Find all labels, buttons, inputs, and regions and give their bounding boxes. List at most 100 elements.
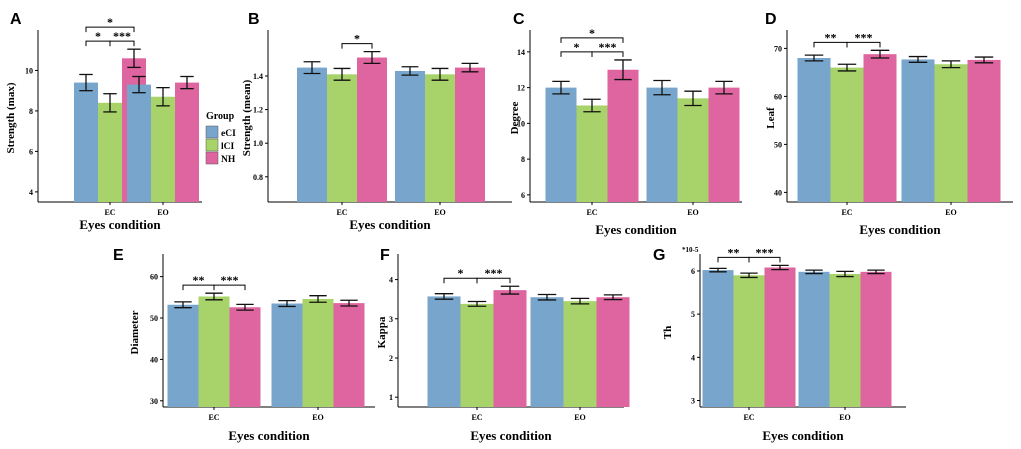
legend-label-ecl: eCI: [221, 129, 236, 139]
bar-eci-eo: [530, 297, 564, 407]
significance-line: [560, 37, 624, 43]
bar-nh-ec: [229, 307, 261, 407]
x-axis-label: Eyes condition: [470, 428, 552, 443]
bar-lci-eo: [677, 98, 709, 202]
bar-nh-ec: [863, 54, 897, 202]
bar-nh-eo: [333, 303, 365, 407]
bar-lci-ec: [830, 67, 864, 202]
y-tick-label: 40: [774, 188, 782, 197]
significance-bracket: *: [443, 266, 478, 284]
panel-letter: G: [653, 247, 665, 264]
y-tick-label: 60: [774, 92, 782, 101]
significance-label: **: [193, 273, 205, 287]
significance-line: [109, 40, 135, 47]
bar-eci-eo: [127, 84, 151, 202]
significance-label: *: [95, 29, 101, 43]
y-axis-label: Strength (mean): [241, 79, 253, 156]
y-axis-label: Strength (max): [5, 82, 17, 153]
x-tick-label: EC: [336, 208, 347, 217]
y-tick-label: 4: [29, 188, 33, 197]
y-tick-label: 4: [389, 276, 393, 285]
bar-nh-eo: [455, 67, 485, 202]
bar-eci-ec: [797, 58, 831, 202]
bar-lci-ec: [460, 303, 494, 407]
bar-nh-eo: [708, 87, 740, 202]
bar-eci-eo: [646, 87, 678, 202]
significance-bracket: ***: [476, 266, 511, 284]
significance-line: [748, 256, 781, 263]
significance-line: [846, 41, 881, 48]
significance-bracket: *: [560, 40, 593, 57]
significance-line: [213, 284, 246, 291]
y-tick-label: 1.2: [253, 106, 263, 115]
legend-label-nh: NH: [221, 155, 236, 165]
bar-lci-eo: [934, 64, 968, 203]
bar-lci-ec: [327, 74, 357, 202]
y-tick-label: 2: [389, 354, 393, 363]
x-axis-label: Eyes condition: [762, 428, 844, 443]
bar-lci-eo: [425, 74, 455, 202]
legend-label-lcl: lCI: [221, 142, 235, 152]
bar-lci-eo: [563, 301, 597, 407]
significance-label: *: [574, 40, 580, 54]
bar-eci-ec: [545, 87, 577, 202]
y-tick-label: 3: [691, 397, 695, 406]
y-tick-label: 10: [517, 119, 525, 128]
y-tick-label: 50: [774, 140, 782, 149]
y-tick-label: 50: [150, 314, 158, 323]
y-tick-label: 60: [150, 273, 158, 282]
y-tick-label: 40: [150, 355, 158, 364]
x-tick-label: EO: [574, 413, 586, 422]
bar-lci-eo: [302, 298, 334, 407]
y-tick-label: 70: [774, 44, 782, 53]
bar-lci-eo: [151, 96, 175, 202]
significance-label: *: [589, 26, 595, 40]
y-tick-label: 0.8: [253, 173, 263, 182]
x-tick-label: EC: [208, 413, 219, 422]
significance-label: ***: [113, 29, 131, 43]
significance-label: **: [728, 245, 740, 259]
y-axis-label: Kappa: [376, 316, 388, 348]
significance-line: [341, 43, 373, 49]
bar-lci-ec: [576, 105, 608, 202]
y-tick-label: 6: [691, 267, 695, 276]
significance-bracket: **: [813, 30, 848, 48]
significance-line: [591, 51, 624, 57]
significance-label: **: [825, 30, 837, 44]
bar-eci-ec: [74, 82, 98, 202]
significance-bracket: ***: [213, 273, 246, 291]
significance-label: *: [107, 15, 113, 29]
x-tick-label: EO: [839, 413, 851, 422]
significance-bracket: *: [85, 29, 111, 47]
x-axis-label: Eyes condition: [595, 222, 677, 237]
x-tick-label: EO: [434, 208, 446, 217]
significance-label: ***: [221, 273, 239, 287]
y-tick-label: 4: [691, 353, 695, 362]
group-legend: Group eCI lCI NH: [205, 111, 236, 165]
y-tick-label: 1.0: [253, 139, 263, 148]
significance-bracket: ***: [591, 40, 624, 57]
x-tick-label: EO: [945, 208, 957, 217]
significance-label: ***: [485, 266, 503, 280]
significance-label: ***: [756, 245, 774, 259]
y-tick-label: 8: [29, 107, 33, 116]
bar-eci-eo: [271, 303, 303, 407]
significance-line: [85, 26, 135, 33]
significance-bracket: **: [717, 245, 750, 263]
x-axis-label: Eyes condition: [79, 217, 161, 232]
bar-nh-ec: [764, 267, 796, 407]
y-axis-label: Leaf: [765, 107, 777, 129]
bar-lci-ec: [198, 296, 230, 407]
x-tick-label: EC: [841, 208, 852, 217]
significance-bracket: *: [560, 26, 624, 43]
y-tick-label: 3: [389, 315, 393, 324]
y-axis-label: Diameter: [129, 310, 141, 354]
y-tick-label: 6: [29, 147, 33, 156]
panel-letter: B: [248, 11, 260, 28]
bar-eci-ec: [297, 67, 327, 202]
significance-bracket: ***: [748, 245, 781, 263]
